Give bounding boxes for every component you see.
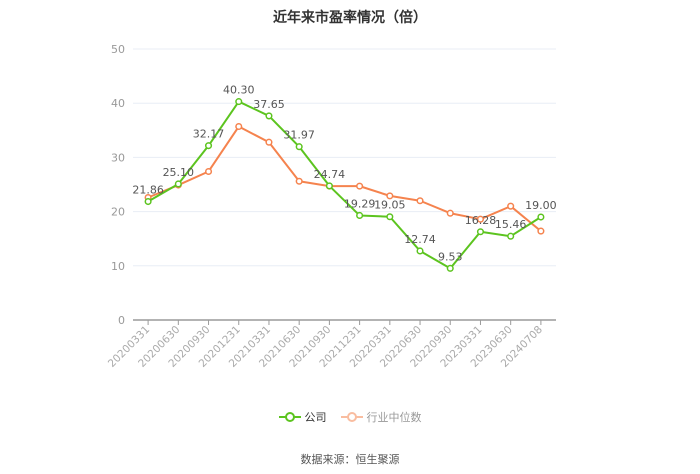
data-label: 12.74 — [404, 233, 436, 246]
data-point[interactable] — [507, 232, 515, 240]
data-label: 19.05 — [374, 199, 406, 212]
data-point[interactable] — [235, 98, 243, 106]
legend-item-industry[interactable]: 行业中位数 — [340, 409, 422, 425]
data-point[interactable] — [144, 197, 152, 206]
data-label: 15.46 — [495, 218, 527, 231]
data-label: 31.97 — [283, 129, 315, 142]
y-tick-label: 10 — [111, 260, 125, 273]
legend-industry-line-icon — [340, 412, 363, 422]
data-label: 9.53 — [438, 250, 463, 263]
data-point[interactable] — [174, 180, 182, 188]
data-source: 数据来源：恒生聚源 — [300, 453, 400, 466]
data-point[interactable] — [356, 182, 364, 190]
data-point[interactable] — [507, 202, 515, 210]
legend-company-line-icon — [278, 412, 301, 422]
data-point[interactable] — [476, 228, 485, 236]
data-point[interactable] — [386, 213, 394, 221]
data-point[interactable] — [537, 227, 545, 235]
data-point[interactable] — [265, 138, 273, 146]
chart-title: 近年来市盈率情况（倍） — [273, 10, 427, 26]
y-tick-label: 20 — [111, 206, 125, 219]
data-label: 40.30 — [223, 84, 255, 97]
data-point[interactable] — [325, 182, 333, 190]
data-point[interactable] — [356, 211, 364, 219]
y-tick-label: 0 — [118, 314, 125, 327]
data-point[interactable] — [416, 197, 424, 205]
data-point[interactable] — [537, 213, 545, 221]
data-point[interactable] — [386, 192, 394, 200]
data-point[interactable] — [446, 264, 454, 272]
data-label: 16.28 — [465, 214, 497, 227]
data-label: 25.10 — [163, 166, 195, 179]
y-tick-label: 30 — [111, 151, 125, 164]
data-point[interactable] — [265, 112, 273, 120]
data-label: 19.29 — [344, 197, 376, 210]
data-label: 24.74 — [314, 168, 346, 181]
data-point[interactable] — [295, 177, 303, 185]
legend: 公司 行业中位数 — [0, 409, 700, 425]
legend-item-company[interactable]: 公司 — [278, 409, 327, 425]
data-point[interactable] — [476, 215, 485, 223]
data-point[interactable] — [446, 209, 454, 217]
data-point[interactable] — [204, 167, 213, 176]
legend-company-label: 公司 — [304, 411, 327, 424]
data-point[interactable] — [295, 143, 303, 151]
data-point[interactable] — [416, 247, 424, 255]
data-label: 19.00 — [525, 199, 557, 212]
data-point[interactable] — [235, 122, 243, 131]
data-label: 21.86 — [132, 184, 164, 197]
legend-industry-label: 行业中位数 — [366, 411, 422, 424]
data-label: 32.17 — [193, 128, 225, 141]
data-label: 37.65 — [253, 98, 285, 111]
y-tick-label: 50 — [111, 43, 125, 56]
data-point[interactable] — [204, 142, 213, 150]
y-tick-label: 40 — [111, 97, 125, 110]
